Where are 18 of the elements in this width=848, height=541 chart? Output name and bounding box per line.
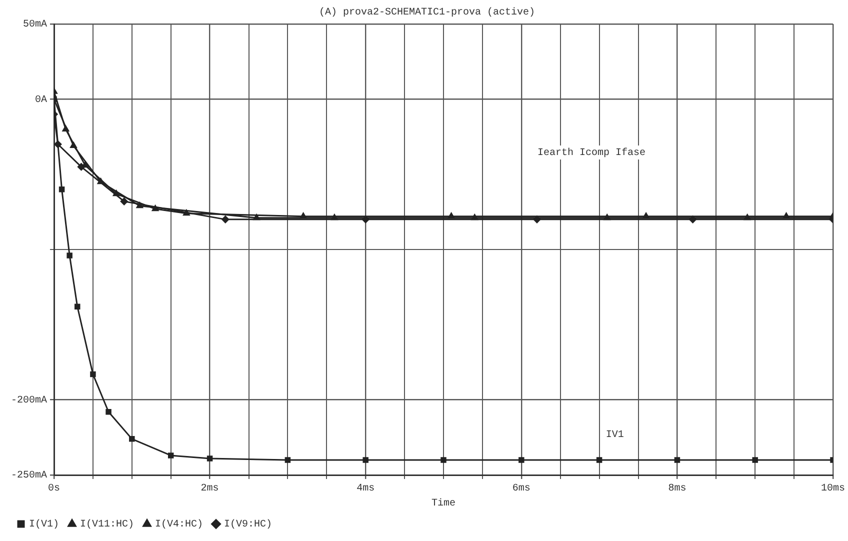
legend-label: I(V9:HC)	[224, 518, 272, 531]
x-tick-label: 0s	[48, 484, 60, 495]
legend-label: I(V4:HC)	[155, 518, 204, 531]
y-tick-label: -250mA	[10, 470, 48, 482]
x-tick-label: 6ms	[512, 484, 530, 495]
annotation: Iearth Icomp Ifase	[537, 147, 646, 160]
x-tick-label: 4ms	[356, 484, 375, 495]
annotation: IV1	[606, 430, 624, 442]
x-tick-label: 2ms	[200, 484, 219, 495]
y-tick-label: 0A	[34, 94, 48, 106]
x-tick-label: 8ms	[668, 484, 686, 495]
x-tick-label: 10ms	[820, 484, 846, 495]
legend-label: I(V1)	[29, 518, 60, 531]
chart-title: (A) prova2-SCHEMATIC1-prova (active)	[318, 6, 536, 19]
x-axis-title: Time	[431, 498, 456, 510]
legend-label: I(V11:HC)	[80, 518, 134, 531]
y-tick-label: 50mA	[22, 20, 48, 31]
y-tick-label: -200mA	[10, 395, 48, 406]
